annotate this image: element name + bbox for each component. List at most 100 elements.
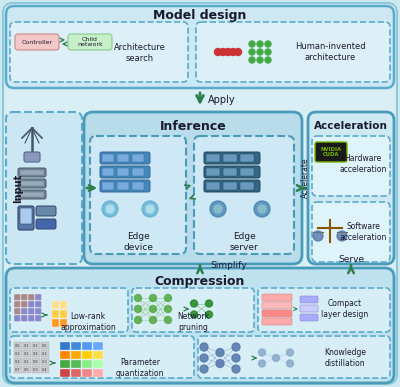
FancyBboxPatch shape [117, 182, 129, 190]
Circle shape [232, 365, 240, 373]
Text: Input: Input [13, 173, 23, 203]
FancyBboxPatch shape [204, 180, 260, 192]
FancyBboxPatch shape [300, 296, 318, 303]
FancyBboxPatch shape [28, 308, 34, 315]
FancyBboxPatch shape [60, 319, 67, 327]
Circle shape [200, 365, 208, 373]
FancyBboxPatch shape [14, 350, 22, 357]
Circle shape [134, 317, 142, 324]
FancyBboxPatch shape [93, 369, 103, 377]
FancyBboxPatch shape [312, 202, 390, 262]
FancyBboxPatch shape [6, 6, 394, 88]
FancyBboxPatch shape [300, 305, 318, 312]
FancyBboxPatch shape [6, 268, 394, 383]
Text: 0.3: 0.3 [42, 352, 48, 356]
Circle shape [286, 349, 294, 356]
Text: Simplify: Simplify [210, 260, 247, 269]
Text: Hardware
acceleration: Hardware acceleration [339, 154, 387, 174]
FancyBboxPatch shape [35, 308, 42, 315]
FancyBboxPatch shape [194, 136, 294, 254]
FancyBboxPatch shape [68, 34, 112, 50]
Text: 0.5: 0.5 [15, 344, 21, 348]
FancyBboxPatch shape [196, 22, 390, 82]
Text: Apply: Apply [208, 95, 236, 105]
Circle shape [150, 305, 156, 312]
Circle shape [150, 295, 156, 301]
FancyBboxPatch shape [82, 342, 92, 350]
FancyBboxPatch shape [14, 366, 22, 373]
FancyBboxPatch shape [21, 301, 28, 308]
Circle shape [200, 354, 208, 362]
Text: Compact
layer design: Compact layer design [321, 299, 369, 319]
FancyBboxPatch shape [84, 112, 302, 264]
FancyBboxPatch shape [100, 152, 150, 164]
Circle shape [272, 354, 280, 361]
Circle shape [214, 205, 222, 213]
Circle shape [220, 48, 226, 55]
Circle shape [230, 48, 236, 55]
FancyBboxPatch shape [132, 288, 254, 332]
FancyBboxPatch shape [3, 3, 397, 384]
FancyBboxPatch shape [52, 319, 59, 327]
Text: Human-invented
architecture: Human-invented architecture [295, 42, 365, 62]
Circle shape [214, 48, 222, 55]
Text: Low-rank
approximation: Low-rank approximation [60, 312, 116, 332]
Circle shape [216, 360, 224, 368]
Text: Acceleration: Acceleration [314, 121, 388, 131]
Circle shape [190, 311, 198, 318]
Text: 0.4: 0.4 [24, 344, 30, 348]
FancyBboxPatch shape [14, 308, 20, 315]
Circle shape [216, 349, 224, 356]
Text: 0.4: 0.4 [15, 368, 21, 372]
FancyBboxPatch shape [315, 142, 347, 162]
Circle shape [258, 205, 266, 213]
FancyBboxPatch shape [223, 182, 237, 190]
FancyBboxPatch shape [28, 301, 34, 308]
FancyBboxPatch shape [102, 182, 114, 190]
FancyBboxPatch shape [20, 181, 44, 186]
FancyBboxPatch shape [204, 152, 260, 164]
FancyBboxPatch shape [41, 358, 49, 365]
FancyBboxPatch shape [23, 358, 31, 365]
FancyBboxPatch shape [20, 170, 44, 175]
Text: Edge
server: Edge server [230, 232, 258, 252]
FancyBboxPatch shape [262, 294, 292, 301]
Circle shape [164, 305, 172, 312]
Circle shape [249, 41, 255, 47]
FancyBboxPatch shape [132, 182, 144, 190]
FancyBboxPatch shape [206, 168, 220, 176]
Circle shape [206, 300, 212, 307]
FancyBboxPatch shape [21, 315, 28, 322]
FancyBboxPatch shape [36, 219, 56, 229]
FancyBboxPatch shape [312, 136, 390, 196]
FancyBboxPatch shape [20, 192, 44, 197]
FancyBboxPatch shape [52, 310, 59, 318]
FancyBboxPatch shape [90, 136, 186, 254]
FancyBboxPatch shape [93, 342, 103, 350]
Text: Network
pruning: Network pruning [177, 312, 209, 332]
FancyBboxPatch shape [132, 154, 144, 162]
FancyBboxPatch shape [262, 310, 292, 317]
FancyBboxPatch shape [23, 350, 31, 357]
FancyBboxPatch shape [82, 351, 92, 359]
FancyBboxPatch shape [258, 288, 390, 332]
Text: 0.3: 0.3 [24, 360, 30, 364]
FancyBboxPatch shape [14, 358, 22, 365]
FancyBboxPatch shape [36, 206, 56, 216]
Text: 0.6: 0.6 [24, 352, 30, 356]
FancyBboxPatch shape [23, 342, 31, 349]
Circle shape [106, 205, 114, 213]
Text: 0.2: 0.2 [42, 368, 48, 372]
FancyBboxPatch shape [102, 154, 114, 162]
FancyBboxPatch shape [262, 318, 292, 325]
FancyBboxPatch shape [28, 315, 34, 322]
FancyBboxPatch shape [100, 166, 150, 178]
FancyBboxPatch shape [223, 154, 237, 162]
FancyBboxPatch shape [35, 315, 42, 322]
FancyBboxPatch shape [18, 206, 34, 230]
Text: Architecture
search: Architecture search [114, 43, 166, 63]
FancyBboxPatch shape [60, 369, 70, 377]
Circle shape [102, 201, 118, 217]
Circle shape [234, 48, 242, 55]
Text: Controller: Controller [22, 39, 52, 45]
